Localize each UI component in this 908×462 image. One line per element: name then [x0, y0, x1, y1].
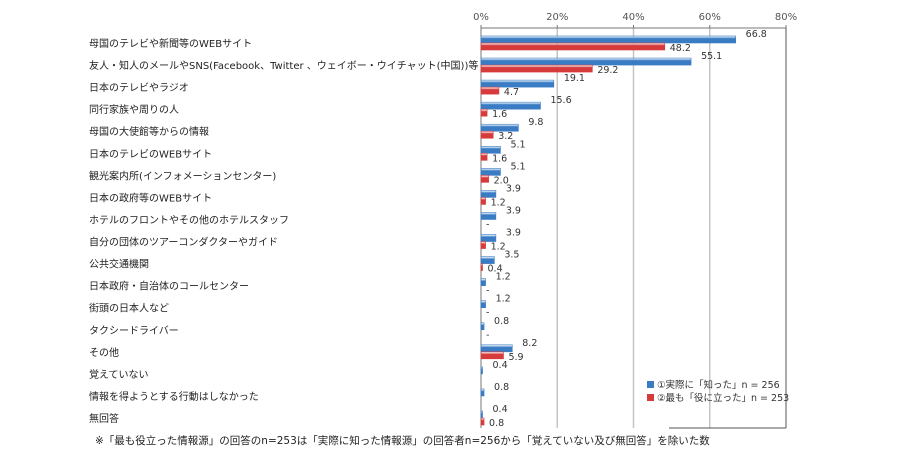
category-label: 覚えていない	[89, 368, 149, 381]
category-label: 公共交通機関	[89, 258, 149, 271]
bar-known	[480, 35, 736, 44]
bar-known	[480, 344, 513, 353]
data-label-useful: -	[486, 286, 489, 297]
data-label-known: 1.2	[496, 272, 511, 283]
bar-known	[480, 388, 485, 397]
data-label-useful: -	[486, 308, 489, 319]
data-label-useful: 0.4	[488, 264, 503, 275]
legend-swatch	[647, 394, 654, 401]
category-label: タクシードライバー	[89, 325, 179, 337]
bar-known	[480, 366, 483, 375]
data-label-known: 66.8	[746, 29, 767, 40]
bar-useful	[480, 241, 486, 249]
data-label-known: 5.1	[510, 161, 525, 172]
category-label: 無回答	[89, 412, 119, 425]
legend-swatch	[647, 381, 654, 388]
data-label-known: 0.4	[493, 404, 508, 415]
bar-known	[480, 234, 497, 242]
x-tick-label: 40%	[622, 12, 644, 23]
data-label-known: 3.5	[504, 250, 519, 261]
data-label-known: 9.8	[528, 117, 543, 128]
bar-known	[480, 146, 501, 154]
data-label-useful: 2.0	[494, 175, 509, 186]
category-label: 日本の政府等のWEBサイト	[89, 191, 212, 204]
bar-useful	[480, 42, 666, 51]
data-label-known: 0.8	[494, 382, 509, 393]
bar-useful	[480, 108, 488, 117]
data-label-useful: 1.6	[492, 153, 507, 164]
x-tick-label: 20%	[546, 12, 568, 23]
bar-known	[480, 57, 692, 66]
bar-useful	[480, 130, 494, 139]
bar-useful	[480, 153, 488, 161]
category-label: 日本政府・自治体のコールセンター	[89, 280, 249, 293]
bar-known	[480, 190, 497, 198]
data-label-known: 3.9	[506, 205, 521, 216]
data-label-useful: -	[486, 219, 489, 230]
bar-known	[480, 168, 501, 176]
data-label-known: 0.8	[494, 316, 509, 327]
data-label-known: 15.6	[550, 95, 571, 106]
data-label-useful: -	[486, 330, 489, 341]
category-label: 友人・知人のメールやSNS(Facebook、Twitter 、ウェイボー・ウイ…	[89, 59, 478, 72]
bar-useful	[480, 351, 504, 360]
data-label-known: 8.2	[522, 338, 537, 349]
data-label-useful: 1.2	[491, 197, 506, 208]
bar-known	[480, 256, 495, 264]
x-tick-label: 80%	[775, 12, 797, 23]
data-label-useful: 0.8	[489, 418, 504, 429]
category-label: 情報を得ようとする行動はしなかった	[89, 390, 259, 403]
bar-useful	[480, 417, 485, 426]
data-label-known: 3.9	[506, 228, 521, 239]
x-tick-label: 60%	[699, 12, 721, 23]
bar-known	[480, 278, 486, 286]
bar-useful	[480, 86, 500, 95]
data-label-useful: 4.7	[504, 87, 519, 98]
category-label: 日本のテレビやラジオ	[89, 81, 189, 94]
data-label-useful: 29.2	[597, 65, 618, 76]
legend-label: ②最も「役に立った」n = 253	[657, 392, 789, 404]
category-label: 同行家族や周りの人	[89, 103, 179, 116]
bar-known	[480, 410, 483, 419]
data-label-useful: 1.2	[491, 242, 506, 253]
bar-known	[480, 79, 555, 88]
data-label-known: 0.4	[493, 360, 508, 371]
data-label-useful: 3.2	[498, 131, 513, 142]
category-label: 観光案内所(インフォメーションセンター)	[89, 169, 276, 182]
legend-label: ①実際に「知った」n = 256	[657, 379, 780, 391]
data-label-known: 19.1	[564, 73, 585, 84]
x-tick-label: 0%	[473, 12, 489, 23]
data-label-useful: 48.2	[670, 43, 691, 54]
bar-known	[480, 123, 519, 132]
bar-known	[480, 212, 497, 220]
data-label-known: 55.1	[701, 51, 722, 62]
category-label: ホテルのフロントやその他のホテルスタッフ	[89, 213, 289, 226]
data-label-known: 1.2	[496, 294, 511, 305]
category-label: その他	[89, 346, 119, 359]
category-label: 街頭の日本人など	[89, 302, 169, 315]
data-label-useful: 1.6	[492, 109, 507, 120]
bar-useful	[480, 64, 593, 73]
data-label-known: 3.9	[506, 183, 521, 194]
bar-known	[480, 300, 486, 309]
bar-useful	[480, 263, 483, 271]
data-label-known: 5.1	[510, 139, 525, 150]
category-label: 自分の団体のツアーコンダクターやガイド	[89, 236, 278, 249]
bar-known	[480, 101, 541, 110]
category-label: 母国のテレビや新聞等のWEBサイト	[89, 37, 252, 50]
data-label-useful: 5.9	[508, 352, 523, 363]
category-label: 母国の大使館等からの情報	[89, 125, 209, 138]
bar-useful	[480, 175, 489, 183]
bar-useful	[480, 197, 486, 205]
footnote: ※「最も役立った情報源」の回答のn=253は「実際に知った情報源」の回答者n=2…	[95, 435, 710, 447]
bar-known	[480, 322, 485, 331]
category-label: 日本のテレビのWEBサイト	[89, 147, 212, 160]
